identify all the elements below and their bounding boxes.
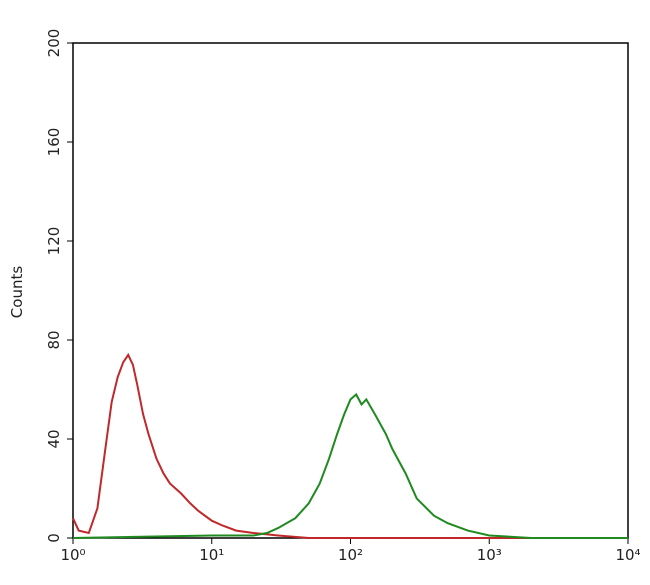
x-tick-label: 10⁴ <box>615 546 640 564</box>
series-line <box>72 352 628 539</box>
y-tick-label: 0 <box>45 533 63 543</box>
x-tick-label: 10⁰ <box>60 546 85 564</box>
x-tick-label: 10² <box>338 546 363 564</box>
y-tick-label: 120 <box>45 227 63 256</box>
y-tick-label: 40 <box>45 429 63 448</box>
x-tick-label: 10¹ <box>199 546 224 564</box>
plot-frame <box>72 42 629 539</box>
y-tick-label: 80 <box>45 330 63 349</box>
y-axis-label: Counts <box>8 266 26 319</box>
series-line <box>72 392 628 539</box>
y-tick-label: 160 <box>45 128 63 157</box>
y-tick-label: 200 <box>45 29 63 58</box>
x-tick-label: 10³ <box>477 546 502 564</box>
